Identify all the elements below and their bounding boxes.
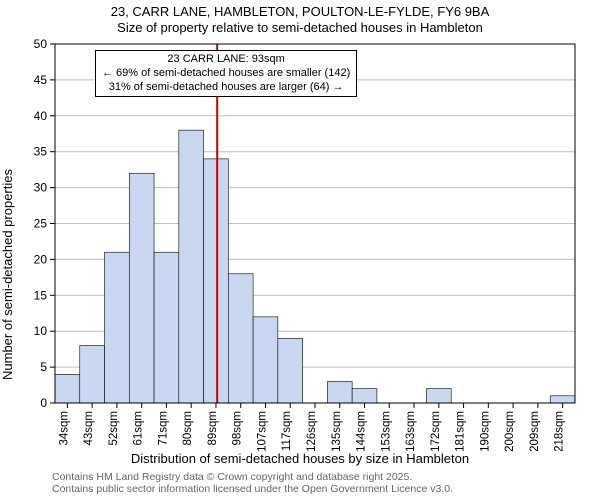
svg-text:34sqm: 34sqm [58,411,70,446]
annotation-box: 23 CARR LANE: 93sqm ← 69% of semi-detach… [95,50,357,97]
svg-text:61sqm: 61sqm [133,411,145,446]
svg-text:15: 15 [34,288,48,302]
svg-text:35: 35 [34,145,48,159]
svg-text:20: 20 [34,252,48,266]
histogram-chart: 0 5 10 15 20 25 30 35 40 45 50 34sqm 43sqm 52sqm 61sqm… [0,38,600,458]
svg-text:181sqm: 181sqm [455,411,467,452]
svg-text:52sqm: 52sqm [108,411,120,446]
svg-text:43sqm: 43sqm [83,411,95,446]
svg-text:172sqm: 172sqm [430,411,442,452]
svg-text:30: 30 [34,181,48,195]
svg-text:163sqm: 163sqm [405,411,417,452]
chart-titles: 23, CARR LANE, HAMBLETON, POULTON-LE-FYL… [0,0,600,37]
attribution: Contains HM Land Registry data © Crown c… [52,471,453,496]
svg-text:71sqm: 71sqm [157,411,169,446]
chart-container: { "titles": { "line1": "23, CARR LANE, H… [0,0,600,500]
svg-text:135sqm: 135sqm [331,411,343,452]
svg-text:89sqm: 89sqm [207,411,219,446]
svg-text:153sqm: 153sqm [380,411,392,452]
x-axis-label: Distribution of semi-detached houses by … [0,451,600,466]
svg-text:25: 25 [34,217,48,231]
svg-text:40: 40 [34,109,48,123]
svg-text:209sqm: 209sqm [529,411,541,452]
svg-text:107sqm: 107sqm [256,411,268,452]
annotation-line3: 31% of semi-detached houses are larger (… [102,81,350,95]
svg-text:80sqm: 80sqm [182,411,194,446]
svg-text:200sqm: 200sqm [504,411,516,452]
svg-text:98sqm: 98sqm [232,411,244,446]
svg-text:117sqm: 117sqm [281,411,293,451]
svg-text:50: 50 [34,38,48,51]
svg-text:144sqm: 144sqm [356,411,368,452]
svg-text:190sqm: 190sqm [479,411,491,452]
annotation-line2: ← 69% of semi-detached houses are smalle… [102,67,350,81]
svg-text:218sqm: 218sqm [554,411,566,452]
title-line2: Size of property relative to semi-detach… [0,20,600,36]
svg-text:126sqm: 126sqm [306,411,318,452]
svg-text:10: 10 [34,324,48,338]
attribution-line2: Contains public sector information licen… [52,483,453,496]
svg-text:5: 5 [40,360,47,374]
svg-text:0: 0 [40,396,47,410]
svg-text:45: 45 [34,73,48,87]
attribution-line1: Contains HM Land Registry data © Crown c… [52,471,453,484]
title-line1: 23, CARR LANE, HAMBLETON, POULTON-LE-FYL… [0,4,600,20]
annotation-line1: 23 CARR LANE: 93sqm [102,53,350,67]
